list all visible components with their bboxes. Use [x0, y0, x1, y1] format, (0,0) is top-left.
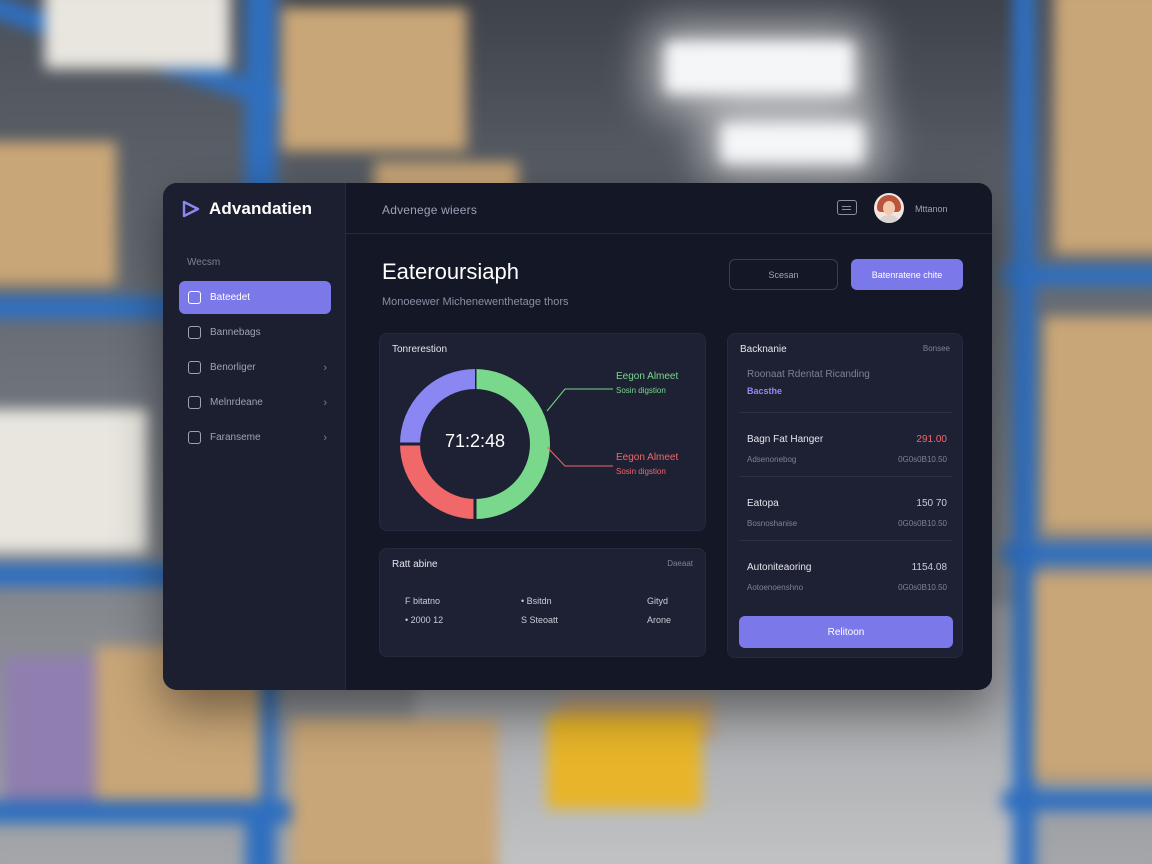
page-subtitle: Monoeewer Michenewenthetage thors	[382, 296, 569, 308]
folder-icon	[188, 326, 201, 339]
legend-connector-green	[546, 388, 613, 412]
breadcrumb[interactable]: Advenege wieers	[382, 203, 478, 217]
chevron-right-icon: ›	[323, 397, 327, 409]
donut-slice-red	[400, 443, 476, 519]
card-link[interactable]: Bonsee	[922, 344, 950, 353]
list-card: Backnanie Bonsee Roonaat Rdentat Ricandi…	[727, 333, 963, 658]
list-item-value: 150 70	[916, 498, 947, 509]
list-item[interactable]: Autoniteaoring 1154.08 Aotoenoenshno 0G0…	[739, 540, 953, 604]
donut-slice-green	[474, 369, 550, 519]
donut-slice-purple	[400, 369, 476, 445]
list-item-name: Bagn Fat Hanger	[747, 434, 824, 445]
sidebar-item-grid[interactable]: Benorliger ›	[179, 351, 331, 384]
stat-cell: Gityd	[647, 596, 669, 606]
stat-cell: F bitatno	[405, 596, 441, 606]
list-card-action-button[interactable]: Relitoon	[739, 616, 953, 648]
chevron-right-icon: ›	[323, 362, 327, 374]
sidebar-item-label: Bannebags	[210, 327, 261, 338]
sidebar-item-chart[interactable]: Melnrdeane ›	[179, 386, 331, 419]
stat-cell: • Bsitdn	[521, 596, 552, 606]
sidebar-item-folders[interactable]: Bannebags	[179, 316, 331, 349]
sidebar-item-label: Melnrdeane	[210, 397, 263, 408]
card-note: Roonaat Rdentat Ricanding	[747, 369, 870, 380]
main-content: Advenege wieers Mttanon Eateroursiaph Mo…	[346, 183, 992, 690]
sidebar-section-label: Wecsm	[187, 257, 221, 268]
avatar[interactable]	[874, 193, 904, 223]
list-item-meta-value: 0G0s0B10.50	[898, 583, 947, 592]
grid-icon	[188, 361, 201, 374]
page-title: Eateroursiaph	[382, 259, 519, 284]
stat-cell: Arone	[647, 615, 672, 625]
legend-title-green: Eegon Almeet	[616, 371, 679, 382]
card-note-link[interactable]: Bacsthe	[747, 386, 783, 396]
list-item[interactable]: Bagn Fat Hanger 291.00 Adsenonebog 0G0s0…	[739, 412, 953, 476]
legend-title-red: Eegon Almeet	[616, 452, 679, 463]
list-item-value: 1154.08	[911, 562, 947, 573]
card-link[interactable]: Daeaat	[667, 559, 693, 568]
stats-card: Ratt abine Daeaat F bitatno • Bsitdn Git…	[379, 548, 706, 657]
list-item-name: Eatopa	[747, 498, 779, 509]
settings-icon	[188, 431, 201, 444]
stat-cell: • 2000 12	[405, 615, 444, 625]
sidebar-item-label: Faranseme	[210, 432, 261, 443]
list-item-meta: Bosnoshanise	[747, 519, 798, 528]
card-title: Tonrerestion	[392, 344, 448, 355]
message-icon[interactable]	[837, 200, 857, 215]
list-item-meta: Aotoenoenshno	[747, 583, 804, 592]
donut-chart	[399, 368, 613, 520]
list-item-value: 291.00	[916, 434, 947, 445]
sidebar-item-settings[interactable]: Faranseme ›	[179, 421, 331, 454]
dashboard-icon	[188, 291, 201, 304]
chevron-right-icon: ›	[323, 432, 327, 444]
donut-center-value: 71:2:48	[444, 431, 506, 451]
primary-button[interactable]: Batenratene chite	[851, 259, 963, 290]
card-title: Ratt abine	[392, 559, 438, 570]
username[interactable]: Mttanon	[915, 204, 948, 214]
brand-name: Advandatien	[209, 199, 313, 218]
app-window: Advandatien Wecsm Bateedet Bannebags Ben…	[163, 183, 992, 690]
legend-sub-red: Sosin digstion	[616, 467, 666, 476]
list-item-meta-value: 0G0s0B10.50	[898, 455, 947, 464]
donut-chart-card: Tonrerestion 71:2:48 Eegon Almeet Sosin …	[379, 333, 706, 531]
list-item-name: Autoniteaoring	[747, 562, 812, 573]
legend-sub-green: Sosin digstion	[616, 386, 666, 395]
sidebar-nav: Bateedet Bannebags Benorliger › Melnrdea…	[179, 281, 331, 456]
sidebar-item-dashboard[interactable]: Bateedet	[179, 281, 331, 314]
brand[interactable]: Advandatien	[181, 199, 312, 219]
sidebar: Advandatien Wecsm Bateedet Bannebags Ben…	[163, 183, 346, 690]
card-title: Backnanie	[740, 344, 787, 355]
list-item-meta: Adsenonebog	[747, 455, 797, 464]
sidebar-item-label: Bateedet	[210, 292, 251, 303]
stat-cell: S Steoatt	[521, 615, 559, 625]
logo-icon	[182, 200, 200, 218]
sidebar-item-label: Benorliger	[210, 362, 256, 373]
chart-icon	[188, 396, 201, 409]
list-item-meta-value: 0G0s0B10.50	[898, 519, 947, 528]
legend-connector-red	[546, 446, 613, 467]
top-bar: Advenege wieers Mttanon	[346, 183, 992, 234]
list-item[interactable]: Eatopa 150 70 Bosnoshanise 0G0s0B10.50	[739, 476, 953, 540]
secondary-button[interactable]: Scesan	[729, 259, 838, 290]
